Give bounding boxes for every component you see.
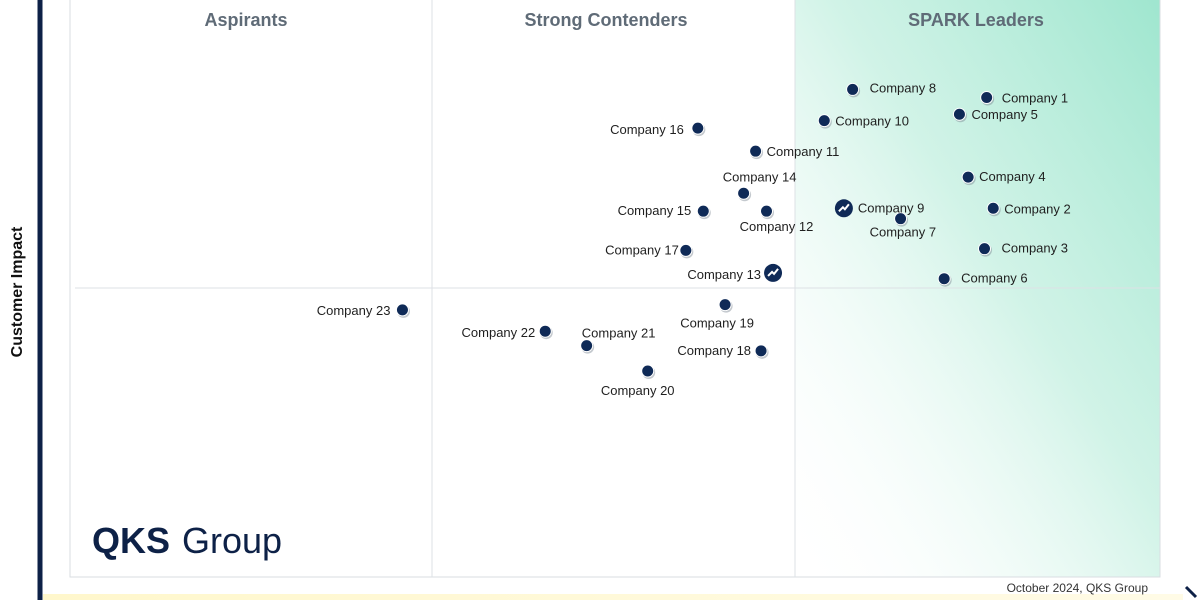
data-point: Company 1: [980, 91, 1068, 106]
logo-text-bold: QKS: [92, 520, 170, 561]
point-label: Company 8: [870, 80, 936, 95]
y-axis-label: Customer Impact: [9, 226, 26, 357]
point-marker: [737, 186, 751, 200]
point-label: Company 15: [618, 203, 692, 218]
point-label: Company 23: [317, 303, 391, 318]
point-label: Company 21: [582, 326, 656, 341]
points-layer: Company 1 Company 2 Company 3 Company 4 Comp…: [317, 80, 1071, 398]
data-point: Company 15: [618, 203, 711, 220]
point-marker: [679, 243, 693, 257]
data-point: Company 11: [749, 144, 840, 160]
point-label: Company 13: [687, 267, 761, 282]
point-marker: [894, 212, 908, 226]
data-point: Company 10: [817, 114, 909, 129]
logo-text-light: Group: [182, 520, 282, 561]
data-point: Company 8: [846, 80, 936, 98]
point-marker: [978, 242, 992, 256]
data-point: Company 6: [937, 271, 1028, 287]
point-label: Company 5: [971, 107, 1037, 122]
x-axis-arrow-icon: [1184, 585, 1198, 599]
point-marker: [696, 204, 710, 218]
point-label: Company 18: [677, 343, 751, 358]
point-marker: [749, 144, 763, 158]
point-label: Company 11: [767, 144, 840, 159]
data-point: Company 4: [961, 169, 1046, 186]
point-marker: [846, 82, 860, 96]
point-label: Company 20: [601, 383, 675, 398]
point-marker: [718, 298, 732, 312]
data-point: Company 5: [952, 107, 1038, 123]
qks-group-logo: QKS Group: [92, 520, 282, 561]
quadrant-title-spark-leaders: SPARK Leaders: [908, 10, 1044, 30]
quadrant-title-strong-contenders: Strong Contenders: [524, 10, 687, 30]
trend-up-icon: [767, 268, 779, 277]
point-marker: [754, 344, 768, 358]
data-point: Company 9: [834, 199, 924, 218]
point-label: Company 7: [870, 225, 936, 240]
data-point: Company 18: [677, 343, 769, 359]
data-point: Company 3: [978, 241, 1068, 257]
data-point: Company 23: [317, 303, 410, 318]
trend-up-icon: [838, 203, 850, 213]
point-marker: [395, 303, 409, 317]
quadrant-title-aspirants: Aspirants: [204, 10, 287, 30]
data-point: Company 13: [687, 263, 783, 282]
data-point: Company 12: [740, 204, 814, 234]
point-marker: [980, 91, 994, 105]
point-marker: [538, 324, 552, 338]
point-marker: [952, 107, 966, 121]
point-label: Company 1: [1002, 91, 1068, 106]
point-marker: [760, 204, 774, 218]
point-label: Company 10: [835, 114, 909, 129]
point-label: Company 4: [979, 169, 1045, 184]
point-label: Company 2: [1004, 201, 1070, 216]
point-marker: [961, 170, 975, 184]
point-marker: [580, 339, 594, 353]
data-point: Company 19: [680, 298, 754, 331]
point-marker: [986, 201, 1000, 215]
point-marker: [817, 114, 831, 128]
data-point: Company 7: [870, 212, 936, 240]
data-point: Company 22: [462, 324, 553, 340]
point-marker: [691, 121, 705, 135]
data-point: Company 17: [605, 242, 694, 259]
data-point: Company 21: [580, 326, 656, 354]
point-label: Company 3: [1002, 241, 1068, 256]
point-label: Company 14: [723, 169, 797, 184]
point-label: Company 9: [858, 200, 924, 215]
point-label: Company 6: [961, 271, 1027, 286]
data-point: Company 16: [610, 121, 706, 137]
point-marker: [641, 364, 655, 378]
point-label: Company 22: [462, 325, 536, 340]
data-point: Company 2: [986, 201, 1071, 217]
data-point: Company 20: [601, 364, 675, 398]
point-label: Company 16: [610, 122, 684, 137]
point-label: Company 19: [680, 316, 754, 331]
point-label: Company 12: [740, 219, 814, 234]
footnote: October 2024, QKS Group: [1007, 581, 1149, 595]
data-point: Company 14: [723, 169, 797, 202]
point-marker: [937, 272, 951, 286]
x-axis-strip: [43, 594, 1183, 600]
point-label: Company 17: [605, 242, 679, 257]
